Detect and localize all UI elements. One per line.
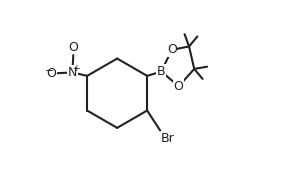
Text: Br: Br [161,132,175,145]
Text: O: O [167,43,177,56]
Text: +: + [72,64,80,73]
Text: O: O [46,67,56,80]
Text: −: − [45,66,54,76]
Text: O: O [68,41,78,54]
Text: B: B [157,65,166,78]
Text: O: O [174,80,183,93]
Text: N: N [68,66,77,79]
